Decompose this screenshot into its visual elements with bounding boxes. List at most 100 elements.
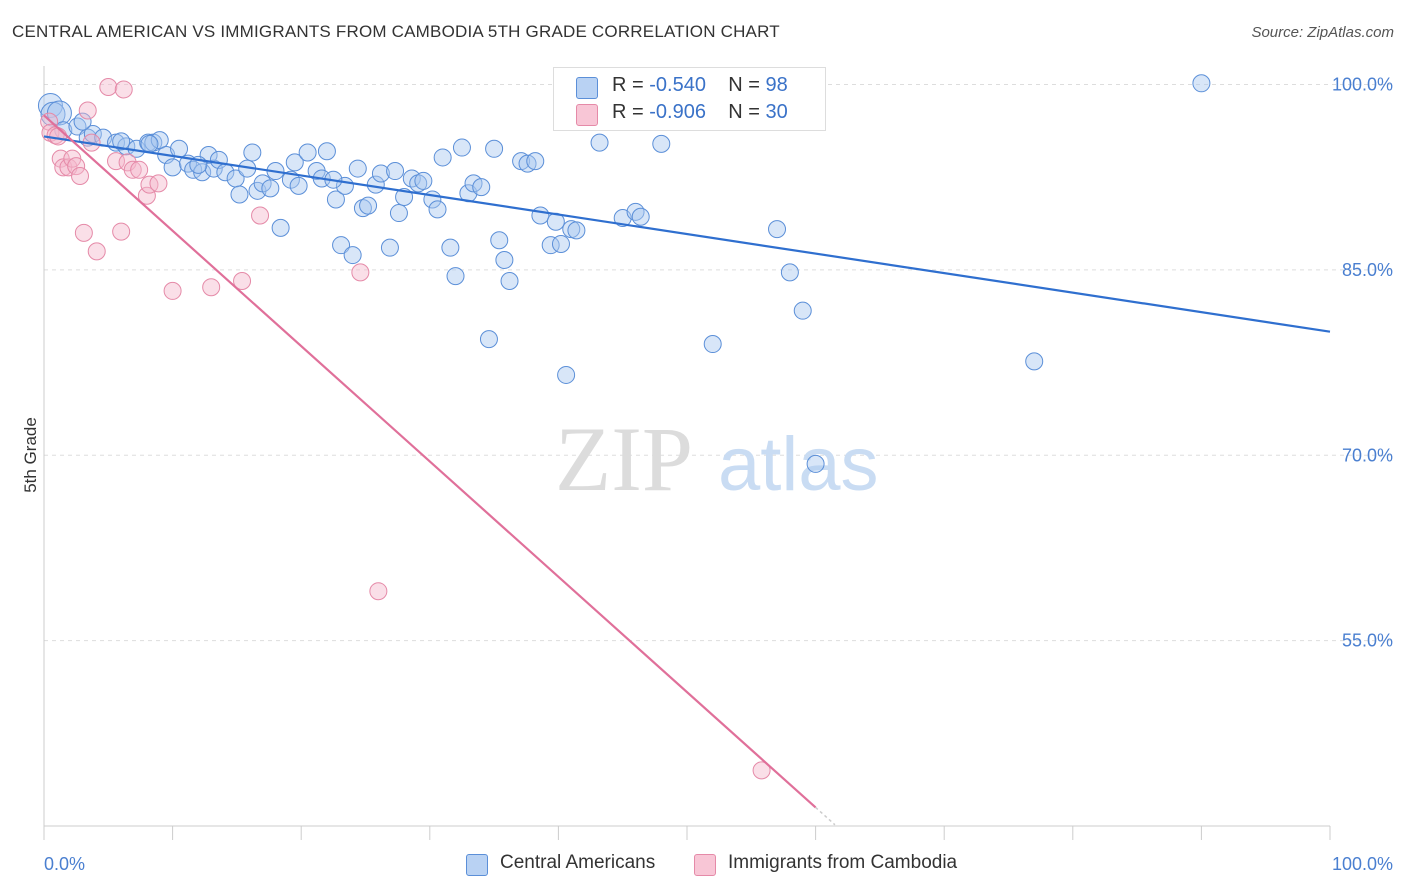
point-central-americans xyxy=(500,272,519,291)
point-central-americans xyxy=(490,231,509,250)
point-central-americans xyxy=(551,234,570,253)
point-central-americans xyxy=(289,176,308,195)
point-cambodia xyxy=(49,127,68,146)
watermark-zip: ZIP xyxy=(555,408,693,510)
point-cambodia xyxy=(78,101,97,120)
point-cambodia xyxy=(99,78,118,97)
watermark: ZIP atlas xyxy=(555,408,879,510)
trend-line-cambodia xyxy=(43,114,817,809)
bottom-legend: Central Americans Immigrants from Cambod… xyxy=(0,852,1406,878)
point-cambodia xyxy=(71,166,90,185)
point-central-americans xyxy=(557,365,576,384)
y-tick-label-2: 70.0% xyxy=(1342,445,1393,465)
point-central-americans xyxy=(285,153,304,172)
point-central-americans xyxy=(371,164,390,183)
point-cambodia xyxy=(251,206,270,225)
point-cambodia xyxy=(130,160,149,179)
point-central-americans xyxy=(495,251,514,270)
point-central-americans xyxy=(170,139,189,158)
point-cambodia xyxy=(137,186,156,205)
point-cambodia xyxy=(351,263,370,282)
source-label: Source: ZipAtlas.com xyxy=(1251,24,1394,41)
point-cambodia xyxy=(107,152,126,171)
point-central-americans xyxy=(112,132,131,151)
point-central-americans xyxy=(414,171,433,190)
point-cambodia xyxy=(74,223,93,242)
point-central-americans xyxy=(332,236,351,255)
chart-title: CENTRAL AMERICAN VS IMMIGRANTS FROM CAMB… xyxy=(12,22,780,41)
stats-legend: R = -0.540 N = 98 R = -0.906 N = 30 xyxy=(553,67,826,131)
legend-r-value-2: -0.906 xyxy=(649,101,706,123)
point-central-americans xyxy=(73,112,92,131)
point-central-americans xyxy=(68,117,87,136)
point-central-americans xyxy=(380,238,399,257)
legend-swatch-pink xyxy=(576,104,598,126)
point-central-americans xyxy=(261,179,280,198)
legend-n-value-2: 30 xyxy=(765,101,788,123)
point-central-americans xyxy=(150,131,169,150)
point-cambodia xyxy=(112,222,131,241)
point-central-americans xyxy=(298,143,317,162)
point-central-americans xyxy=(472,178,491,197)
point-central-americans xyxy=(768,220,787,239)
point-cambodia xyxy=(233,272,252,291)
point-cambodia xyxy=(163,281,182,300)
point-central-americans xyxy=(348,159,367,178)
point-central-americans xyxy=(780,263,799,282)
point-central-americans xyxy=(590,133,609,152)
point-central-americans xyxy=(485,139,504,158)
axes xyxy=(43,66,1331,840)
point-central-americans xyxy=(441,238,460,257)
trend-lines xyxy=(43,114,1331,826)
bottom-swatch-pink xyxy=(694,854,716,876)
x-tick-label-1: 100.0% xyxy=(1332,854,1393,874)
point-central-americans xyxy=(1025,352,1044,371)
point-central-americans xyxy=(703,335,722,354)
point-central-americans xyxy=(389,204,408,223)
y-tick-label-1: 85.0% xyxy=(1342,260,1393,280)
point-central-americans xyxy=(409,174,428,193)
point-central-americans xyxy=(139,133,158,152)
point-central-americans xyxy=(343,246,362,265)
series-cambodia-points xyxy=(40,78,771,780)
point-central-americans xyxy=(452,138,471,157)
point-central-americans xyxy=(652,134,671,153)
legend-n-label-1: N = xyxy=(728,74,766,96)
point-central-americans xyxy=(793,301,812,320)
point-cambodia xyxy=(123,160,142,179)
point-central-americans xyxy=(271,218,290,237)
point-central-americans xyxy=(386,162,405,181)
legend-n-label-2: N = xyxy=(728,101,766,123)
trend-line-central-americans xyxy=(43,135,1331,333)
point-central-americans xyxy=(433,148,452,167)
legend-swatch-blue xyxy=(576,77,598,99)
watermark-atlas: atlas xyxy=(718,422,879,507)
point-central-americans xyxy=(479,330,498,349)
point-cambodia xyxy=(140,175,159,194)
point-central-americans xyxy=(446,267,465,286)
point-central-americans xyxy=(326,190,345,209)
point-central-americans xyxy=(1192,74,1211,93)
point-central-americans xyxy=(140,134,159,153)
point-cambodia xyxy=(752,761,771,780)
series-central-americans-points xyxy=(37,69,1211,473)
point-central-americans xyxy=(806,454,825,473)
point-cambodia xyxy=(67,157,86,176)
point-central-americans xyxy=(204,159,223,178)
point-central-americans xyxy=(163,158,182,177)
legend-r-label-1: R = xyxy=(612,74,650,96)
point-cambodia xyxy=(202,278,221,297)
point-central-americans xyxy=(626,202,645,221)
point-cambodia xyxy=(369,582,388,601)
point-central-americans xyxy=(531,206,550,225)
trend-line-cambodia-extension xyxy=(815,806,836,826)
point-central-americans xyxy=(317,142,336,161)
bottom-swatch-blue xyxy=(466,854,488,876)
point-central-americans xyxy=(230,185,249,204)
point-cambodia xyxy=(114,80,133,99)
point-central-americans xyxy=(428,200,447,219)
point-central-americans xyxy=(353,199,372,218)
legend-n-value-1: 98 xyxy=(765,74,788,96)
legend-r-label-2: R = xyxy=(612,101,650,123)
